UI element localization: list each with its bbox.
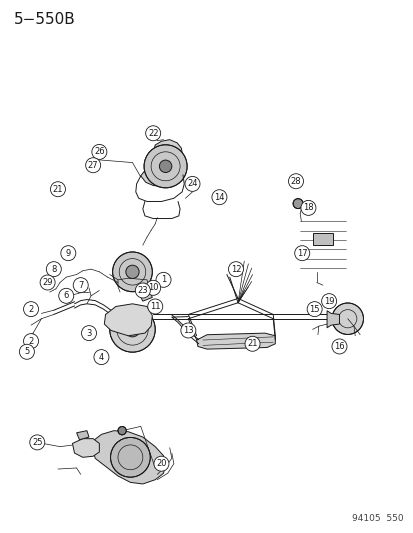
Circle shape <box>306 302 321 317</box>
Text: 8: 8 <box>51 265 56 273</box>
Text: 24: 24 <box>187 180 197 188</box>
Polygon shape <box>312 233 332 245</box>
Text: 94105  550: 94105 550 <box>351 514 403 523</box>
Circle shape <box>147 299 162 314</box>
Circle shape <box>110 438 150 477</box>
Polygon shape <box>104 304 152 336</box>
Polygon shape <box>326 311 339 328</box>
Text: 5−550B: 5−550B <box>14 12 76 27</box>
Circle shape <box>112 252 152 292</box>
Text: 3: 3 <box>86 329 91 337</box>
Text: 28: 28 <box>290 177 301 185</box>
Text: 18: 18 <box>302 204 313 212</box>
Text: 12: 12 <box>230 265 241 273</box>
Text: 20: 20 <box>156 459 166 468</box>
Polygon shape <box>76 431 89 440</box>
Circle shape <box>145 280 160 295</box>
Text: 5: 5 <box>24 348 29 356</box>
Circle shape <box>294 246 309 261</box>
Text: 6: 6 <box>64 292 69 300</box>
Circle shape <box>300 200 315 215</box>
Text: 2: 2 <box>28 337 33 345</box>
Circle shape <box>228 262 243 277</box>
Text: 26: 26 <box>94 148 104 156</box>
Circle shape <box>85 158 100 173</box>
Circle shape <box>61 246 76 261</box>
Text: 7: 7 <box>78 281 83 289</box>
Circle shape <box>288 174 303 189</box>
Circle shape <box>73 278 88 293</box>
Circle shape <box>24 334 38 349</box>
Circle shape <box>156 272 171 287</box>
Text: 17: 17 <box>296 249 307 257</box>
Text: 21: 21 <box>52 185 63 193</box>
Circle shape <box>154 456 169 471</box>
Circle shape <box>331 339 346 354</box>
Circle shape <box>321 294 336 309</box>
Circle shape <box>81 326 96 341</box>
Circle shape <box>50 182 65 197</box>
Circle shape <box>94 350 109 365</box>
Circle shape <box>145 126 160 141</box>
Text: 2: 2 <box>28 305 33 313</box>
Circle shape <box>292 199 302 208</box>
Circle shape <box>46 262 61 277</box>
Circle shape <box>125 322 140 337</box>
Polygon shape <box>196 333 275 349</box>
Text: 21: 21 <box>247 340 257 348</box>
Text: 29: 29 <box>42 278 53 287</box>
Circle shape <box>59 288 74 303</box>
Text: 25: 25 <box>32 438 43 447</box>
Polygon shape <box>72 439 99 457</box>
Text: 23: 23 <box>137 286 148 295</box>
Text: 14: 14 <box>214 193 224 201</box>
Text: 10: 10 <box>147 284 158 292</box>
Circle shape <box>126 265 139 278</box>
Circle shape <box>180 323 195 338</box>
Text: 19: 19 <box>323 297 334 305</box>
Circle shape <box>30 435 45 450</box>
Circle shape <box>40 275 55 290</box>
Circle shape <box>244 336 259 351</box>
Circle shape <box>118 426 126 435</box>
Text: 9: 9 <box>66 249 71 257</box>
Text: 4: 4 <box>99 353 104 361</box>
Circle shape <box>144 145 187 188</box>
Text: 13: 13 <box>183 326 193 335</box>
Polygon shape <box>140 140 183 187</box>
Circle shape <box>24 302 38 317</box>
Circle shape <box>92 144 107 159</box>
Text: 15: 15 <box>309 305 319 313</box>
Circle shape <box>135 283 150 298</box>
Text: 22: 22 <box>147 129 158 138</box>
Circle shape <box>185 176 199 191</box>
Circle shape <box>19 344 34 359</box>
Circle shape <box>211 190 226 205</box>
Text: 1: 1 <box>161 276 166 284</box>
Text: 16: 16 <box>333 342 344 351</box>
Circle shape <box>331 303 363 335</box>
Text: 27: 27 <box>88 161 98 169</box>
Polygon shape <box>91 431 165 484</box>
Polygon shape <box>138 290 152 301</box>
Circle shape <box>109 306 155 352</box>
Circle shape <box>159 160 171 173</box>
Text: 11: 11 <box>150 302 160 311</box>
